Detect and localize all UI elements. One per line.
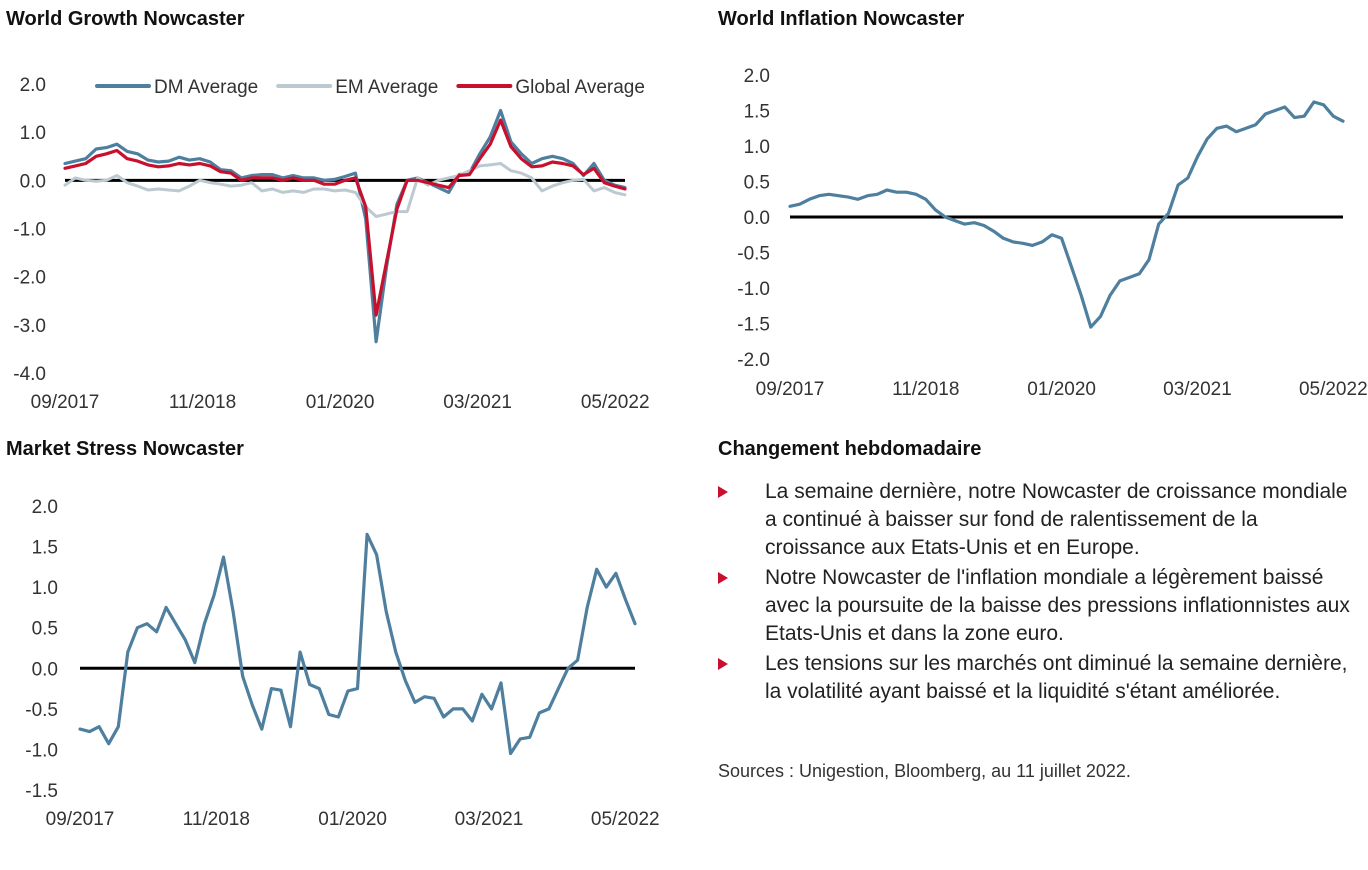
y-tick-label: -2.0 — [13, 268, 46, 289]
y-tick-label: -3.0 — [13, 316, 46, 337]
stress-chart-title: Market Stress Nowcaster — [6, 438, 244, 460]
x-tick-label: 01/2020 — [318, 809, 387, 830]
x-tick-label: 05/2022 — [1299, 379, 1368, 400]
legend-label: Global Average — [515, 77, 645, 98]
y-tick-label: -4.0 — [13, 364, 46, 385]
x-tick-label: 01/2020 — [1027, 379, 1096, 400]
commentary-title: Changement hebdomadaire — [718, 438, 982, 460]
y-tick-label: 0.0 — [20, 171, 46, 192]
sources-note: Sources : Unigestion, Bloomberg, au 11 j… — [718, 761, 1131, 781]
series-line-global-average — [63, 118, 627, 317]
commentary-bullet-text: La semaine dernière, notre Nowcaster de … — [765, 480, 1348, 559]
triangle-bullet-icon — [718, 658, 728, 670]
growth-chart-title: World Growth Nowcaster — [6, 8, 245, 30]
commentary-bullet-text: Notre Nowcaster de l'inflation mondiale … — [765, 566, 1350, 645]
y-tick-label: 2.0 — [20, 75, 46, 96]
y-tick-label: 0.0 — [32, 659, 58, 680]
commentary-bullet: La semaine dernière, notre Nowcaster de … — [718, 478, 1358, 562]
commentary-bullet: Notre Nowcaster de l'inflation mondiale … — [718, 564, 1358, 648]
commentary-bullet: Les tensions sur les marchés ont diminué… — [718, 650, 1358, 706]
inflation-chart-title: World Inflation Nowcaster — [718, 8, 965, 30]
y-tick-label: -1.0 — [737, 279, 770, 300]
y-tick-label: 0.5 — [32, 619, 58, 640]
series-line — [788, 100, 1345, 329]
x-tick-label: 09/2017 — [46, 809, 115, 830]
y-tick-label: -2.0 — [737, 350, 770, 371]
y-tick-label: 2.0 — [32, 497, 58, 518]
y-tick-label: 0.5 — [744, 173, 770, 194]
y-tick-label: -0.5 — [737, 244, 770, 265]
y-tick-label: -1.0 — [25, 740, 58, 761]
x-tick-label: 03/2021 — [443, 392, 512, 413]
y-tick-label: 1.0 — [744, 137, 770, 158]
x-tick-label: 09/2017 — [756, 379, 825, 400]
legend-label: DM Average — [154, 77, 258, 98]
x-tick-label: 03/2021 — [1163, 379, 1232, 400]
x-tick-label: 11/2018 — [183, 809, 250, 830]
triangle-bullet-icon — [718, 572, 728, 584]
commentary-bullets: La semaine dernière, notre Nowcaster de … — [718, 478, 1358, 708]
x-tick-label: 11/2018 — [892, 379, 959, 400]
stress-chart: 2.0 1.5 1.0 0.5 0.0 -0.5 -1.0 -1.5 09/2017 11/201… — [25, 497, 660, 830]
x-tick-label: 05/2022 — [591, 809, 660, 830]
x-tick-label: 01/2020 — [306, 392, 375, 413]
inflation-chart: 2.0 1.5 1.0 0.5 0.0 -0.5 -1.0 -1.5 -2.0 09/2017 11… — [737, 66, 1368, 400]
x-tick-label: 03/2021 — [455, 809, 524, 830]
y-tick-label: -1.5 — [737, 315, 770, 336]
y-tick-label: 1.0 — [20, 123, 46, 144]
y-tick-label: -1.0 — [13, 220, 46, 241]
growth-chart: 2.0 1.0 0.0 -1.0 -2.0 -3.0 -4.0 09/2017 11/2018 0… — [13, 75, 650, 413]
series-line-dm-average — [63, 108, 627, 344]
y-tick-label: 1.0 — [32, 578, 58, 599]
x-tick-label: 09/2017 — [31, 392, 100, 413]
legend-label: EM Average — [335, 77, 438, 98]
y-tick-label: 2.0 — [744, 66, 770, 87]
y-tick-label: 0.0 — [744, 208, 770, 229]
series-line — [78, 532, 637, 756]
y-tick-label: -1.5 — [25, 781, 58, 802]
commentary-bullet-text: Les tensions sur les marchés ont diminué… — [765, 652, 1348, 703]
x-tick-label: 11/2018 — [169, 392, 236, 413]
triangle-bullet-icon — [718, 486, 728, 498]
y-tick-label: 1.5 — [744, 102, 770, 123]
y-tick-label: 1.5 — [32, 538, 58, 559]
x-tick-label: 05/2022 — [581, 392, 650, 413]
y-tick-label: -0.5 — [25, 700, 58, 721]
series-line-em-average — [63, 162, 627, 218]
